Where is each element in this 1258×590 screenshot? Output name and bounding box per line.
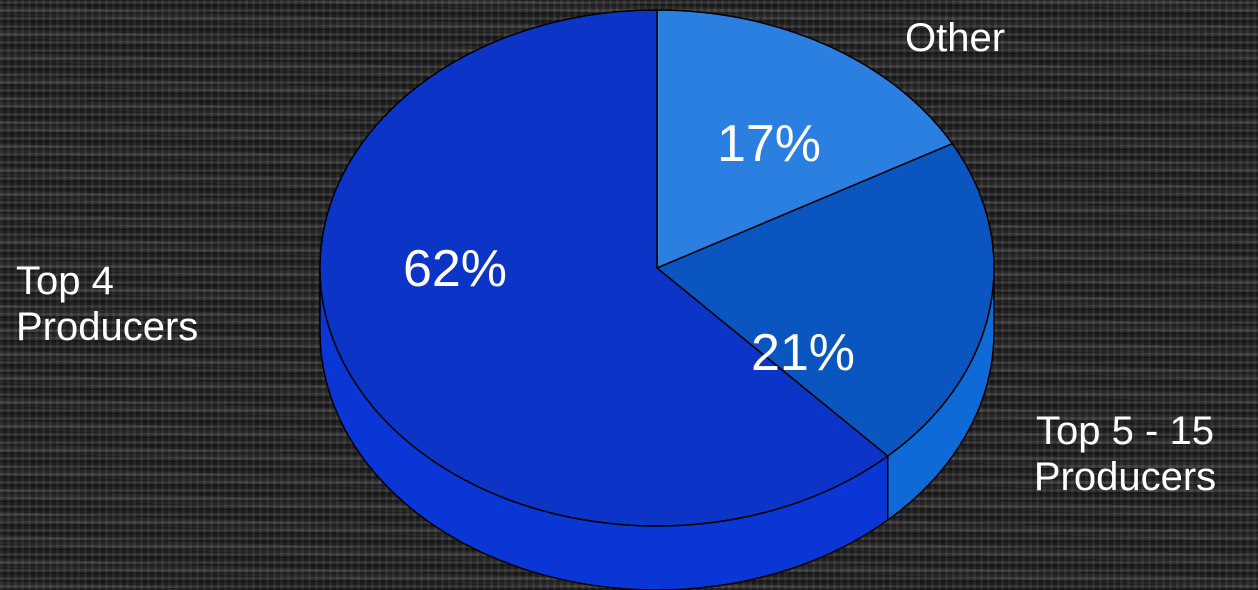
pie-value-label-2: 62% xyxy=(403,240,507,298)
pie-slice-2 xyxy=(319,9,889,527)
label-other: Other xyxy=(905,16,1006,60)
label-top-5-15-producers: Top 5 - 15 Producers xyxy=(1033,409,1217,499)
pie-value-label-1: 21% xyxy=(751,324,855,382)
pie-slice-1 xyxy=(655,142,995,458)
pie-value-label-0: 17% xyxy=(717,115,821,173)
pie-slice-0 xyxy=(656,9,954,270)
label-top-4-producers: Top 4 Producers xyxy=(16,259,199,349)
